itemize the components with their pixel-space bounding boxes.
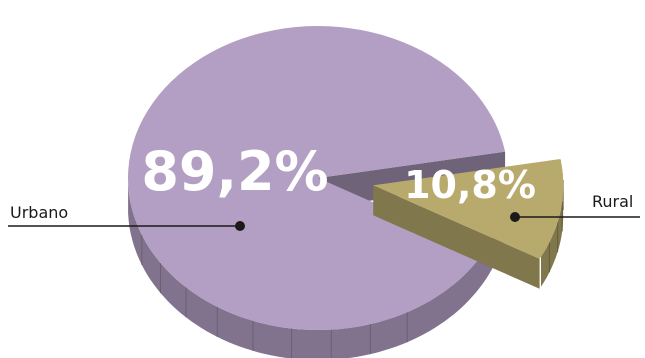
leader-dot-urbano [235,221,245,231]
category-label-rural: Rural [592,192,633,211]
category-label-urbano: Urbano [10,203,68,222]
data-label-rural: 10,8% [404,163,536,207]
leader-dot-rural [510,212,520,222]
data-label-urbano: 89,2% [141,140,328,203]
